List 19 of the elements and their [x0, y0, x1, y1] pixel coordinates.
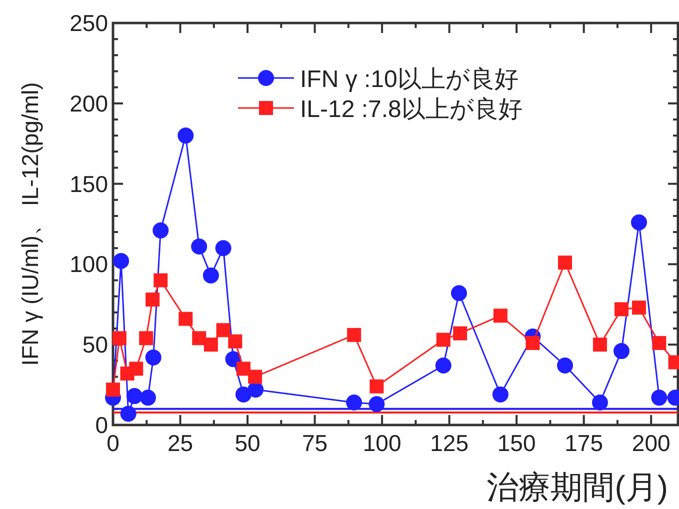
xtick: 175 [564, 430, 604, 456]
legend-label: IL-12 :7.8以上が良好 [300, 96, 522, 123]
xtick: 50 [234, 430, 260, 456]
xtick: 200 [632, 430, 670, 456]
ytick: 0 [95, 412, 108, 438]
legend-label: IFN γ :10以上が良好 [300, 66, 518, 93]
ytick: 100 [70, 251, 108, 278]
xtick: 100 [362, 430, 402, 456]
xtick: 25 [167, 430, 194, 456]
ytick: 50 [82, 332, 108, 358]
ylabel: IFN γ (IU/ml)、 IL-12(pg/ml) [17, 82, 43, 366]
xtick: 125 [430, 430, 468, 456]
xtick: 75 [302, 430, 328, 456]
xlabel: 治療期間(月) [486, 469, 668, 505]
ytick: 150 [70, 170, 108, 197]
xtick: 150 [497, 430, 536, 456]
ytick: 250 [70, 10, 108, 36]
xtick: 0 [106, 430, 120, 456]
ytick: 200 [70, 90, 108, 116]
